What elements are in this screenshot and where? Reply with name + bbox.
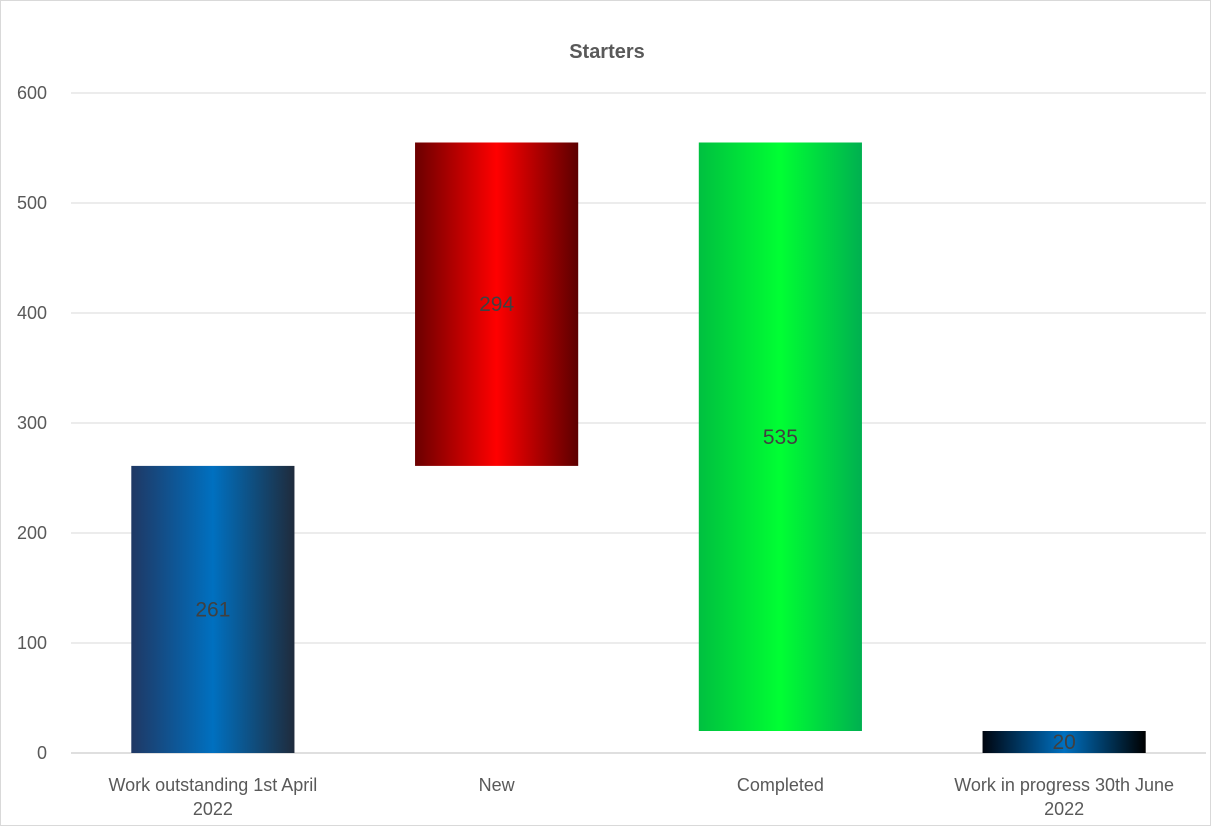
bar-2 xyxy=(415,142,579,466)
y-tick-label: 400 xyxy=(17,303,47,323)
y-tick-label: 600 xyxy=(17,83,47,103)
y-tick-label: 500 xyxy=(17,193,47,213)
data-label: 20 xyxy=(1052,731,1075,754)
bar-1 xyxy=(131,465,295,753)
bar-4 xyxy=(982,731,1146,753)
data-label: 535 xyxy=(763,426,798,449)
chart-title: Starters xyxy=(569,41,645,63)
data-label: 261 xyxy=(195,598,230,621)
bar-3 xyxy=(698,142,862,731)
x-category-label: Work outstanding 1st April 2022 xyxy=(108,775,317,819)
y-tick-label: 100 xyxy=(17,633,47,653)
x-category-label: Completed xyxy=(737,775,824,795)
x-axis-categories: Work outstanding 1st April 2022 New Complet… xyxy=(108,775,1174,819)
y-tick-label: 300 xyxy=(17,413,47,433)
data-label: 294 xyxy=(479,293,514,316)
y-axis-ticks: 0 100 200 300 400 500 600 xyxy=(17,83,47,763)
y-tick-label: 0 xyxy=(37,743,47,763)
data-labels: 261 294 535 20 xyxy=(195,293,1075,754)
y-tick-label: 200 xyxy=(17,523,47,543)
x-category-label: Work in progress 30th June 2022 xyxy=(954,775,1174,819)
bars xyxy=(131,142,1146,753)
x-category-label: New xyxy=(479,775,516,795)
